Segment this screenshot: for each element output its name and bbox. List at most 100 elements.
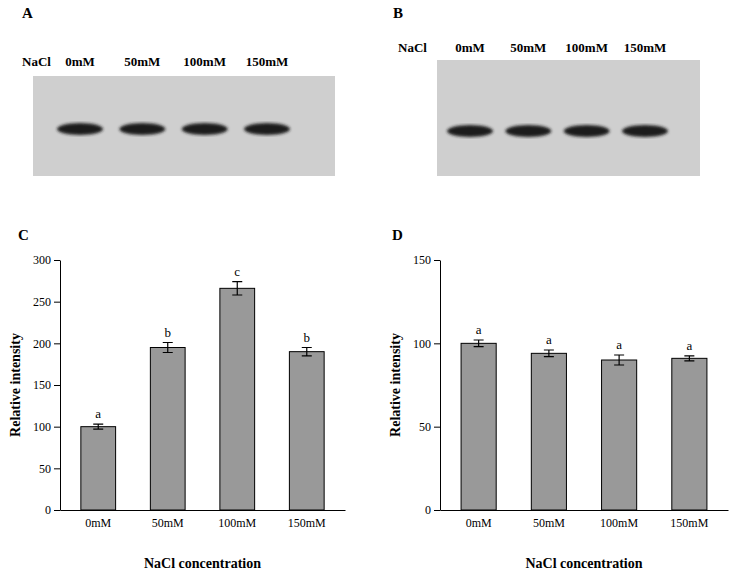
lane-label: 0mM: [455, 40, 485, 55]
tick: 0: [45, 503, 60, 517]
tick-mark: [434, 427, 440, 428]
bar-chart: Daaaa0501001500mM50mM100mM150mMRelative …: [388, 227, 729, 571]
panel-label: D: [392, 227, 403, 243]
tick-label: 150mM: [670, 516, 708, 530]
lane-label: 50mM: [124, 54, 160, 69]
blot-band: [564, 125, 610, 137]
lane-label: 100mM: [183, 54, 226, 69]
tick: 100mM: [218, 516, 256, 530]
tick-label: 100: [413, 337, 431, 351]
y-axis: 0 50 100 150: [413, 253, 441, 517]
lane-label: 0mM: [65, 54, 95, 69]
axis-title: Relative intensity: [8, 333, 23, 437]
error-bar: [302, 348, 312, 356]
axis-title: NaCl concentration: [525, 556, 642, 571]
tick: 100mM: [600, 516, 638, 530]
x-axis: 0mM 50mM 100mM 150mM: [441, 511, 729, 530]
bar: [81, 427, 116, 510]
tick-mark: [54, 468, 60, 469]
lane-label: 50mM: [510, 40, 546, 55]
error-bar: [684, 356, 694, 361]
tick-mark: [54, 343, 60, 344]
tick-label: 200: [33, 337, 51, 351]
tick: 150mM: [670, 516, 708, 530]
y-axis: 0 50 100 150 200 250 300: [33, 253, 61, 517]
error-bar: [163, 343, 173, 353]
blot-band: [57, 123, 103, 135]
blot-band: [182, 123, 228, 135]
bar: [531, 353, 566, 510]
tick-label: 0: [425, 503, 431, 517]
blot-band: [622, 125, 668, 137]
tick: 0mM: [466, 516, 492, 530]
tick-mark: [434, 343, 440, 344]
blot-band: [505, 125, 551, 137]
tick-mark: [434, 260, 440, 261]
tick-label: 50: [419, 420, 431, 434]
error-bar: [474, 340, 484, 347]
blot-band: [447, 125, 493, 137]
blot-panel: ANaCl0mM50mM100mM150mM: [22, 5, 335, 176]
tick-label: 300: [33, 253, 51, 267]
error-bar: [614, 355, 624, 365]
panel-label: C: [18, 227, 29, 243]
tick: 50mM: [152, 516, 184, 530]
tick: 50mM: [533, 516, 565, 530]
tick-label: 150mM: [288, 516, 326, 530]
blot-membrane: [437, 60, 700, 176]
tick: 100: [33, 420, 60, 434]
annotation: c: [234, 264, 240, 279]
tick-label: 100: [33, 420, 51, 434]
row-label: NaCl: [22, 54, 51, 69]
lane-label: 150mM: [246, 54, 289, 69]
tick-label: 150: [413, 253, 431, 267]
tick-label: 150: [33, 378, 51, 392]
tick: 200: [33, 337, 60, 351]
tick-label: 100mM: [600, 516, 638, 530]
plot-area: [81, 282, 324, 510]
tick-label: 50mM: [533, 516, 565, 530]
annotation: b: [304, 330, 311, 345]
tick: 300: [33, 253, 60, 267]
tick-mark: [54, 427, 60, 428]
tick: 150: [33, 378, 60, 392]
bar: [220, 288, 255, 510]
error-bar: [93, 424, 103, 429]
tick-label: 0mM: [466, 516, 492, 530]
tick: 50: [419, 420, 440, 434]
tick-mark: [434, 510, 440, 511]
bar: [150, 348, 185, 511]
bar-chart: Cabcb0501001502002503000mM50mM100mM150mM…: [8, 227, 346, 571]
tick: 0: [425, 503, 440, 517]
tick-label: 0: [45, 503, 51, 517]
axis-title: NaCl concentration: [144, 556, 261, 571]
tick-label: 50mM: [152, 516, 184, 530]
annotation: a: [686, 338, 692, 353]
tick-mark: [54, 302, 60, 303]
tick-label: 0mM: [85, 516, 111, 530]
tick-mark: [54, 385, 60, 386]
axis-title: Relative intensity: [388, 333, 403, 437]
tick-label: 100mM: [218, 516, 256, 530]
annotation: a: [546, 332, 552, 347]
panel-label: B: [393, 5, 403, 21]
bar: [602, 360, 637, 510]
tick: 50: [39, 462, 60, 476]
bar: [461, 343, 496, 510]
tick-mark: [54, 510, 60, 511]
axis-line: [60, 261, 61, 511]
bar: [289, 352, 324, 510]
blot-membrane: [33, 76, 335, 176]
annotation: a: [95, 406, 101, 421]
tick: 150mM: [288, 516, 326, 530]
axis-line: [440, 261, 441, 511]
tick-label: 250: [33, 295, 51, 309]
tick: 150: [413, 253, 440, 267]
axis-line: [61, 510, 346, 511]
lane-label: 150mM: [624, 40, 667, 55]
tick-label: 50: [39, 462, 51, 476]
blot-band: [244, 123, 290, 135]
axis-line: [441, 510, 729, 511]
blot-band: [119, 123, 165, 135]
tick: 0mM: [85, 516, 111, 530]
